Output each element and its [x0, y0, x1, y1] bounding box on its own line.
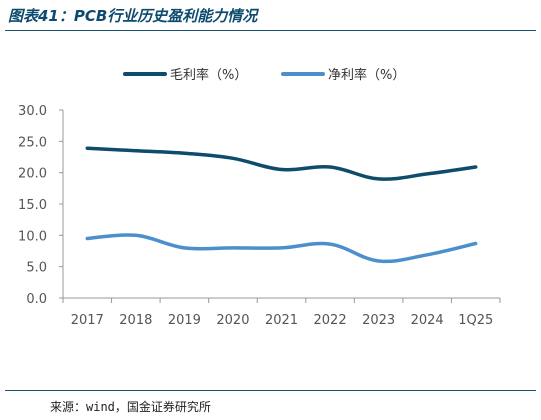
data-point [280, 246, 283, 249]
x-tick-label: 1Q25 [458, 313, 493, 328]
x-tick-label: 2024 [411, 313, 444, 328]
source-divider [5, 390, 536, 391]
y-tick-label: 20.0 [18, 167, 47, 182]
x-tick-label: 2018 [119, 313, 152, 328]
data-point [474, 242, 477, 245]
y-tick-label: 30.0 [18, 104, 47, 119]
title-divider [5, 30, 536, 31]
chart: 毛利率（%） 净利率（%） 0.05.010.015.020.025.030.0 … [18, 67, 501, 328]
x-tick-label: 2019 [168, 313, 201, 328]
data-point [377, 177, 380, 180]
data-point [183, 246, 186, 249]
data-point [280, 168, 283, 171]
data-point [183, 152, 186, 155]
y-tick-label: 10.0 [18, 229, 47, 244]
legend: 毛利率（%） 净利率（%） [123, 67, 405, 83]
data-point [86, 237, 89, 240]
x-tick-label: 2017 [71, 313, 104, 328]
series-line-1 [85, 233, 478, 264]
y-tick-label: 15.0 [18, 198, 47, 213]
data-point [377, 260, 380, 263]
data-point [329, 243, 332, 246]
series-line-0 [85, 146, 478, 181]
legend-label-0: 毛利率（%） [170, 67, 247, 83]
y-tick-label: 25.0 [18, 135, 47, 150]
legend-label-1: 净利率（%） [328, 67, 405, 83]
source-note: 来源：wind，国金证券研究所 [50, 400, 211, 414]
data-point [474, 166, 477, 169]
data-point [86, 147, 89, 150]
data-point [329, 166, 332, 169]
data-point [134, 149, 137, 152]
data-point [426, 253, 429, 256]
x-axis: 2017 2018 2019 2020 2021 2022 2023 2024 1Q25 [62, 297, 501, 328]
series-group [85, 146, 478, 264]
y-tick-label: 0.0 [26, 292, 47, 307]
data-point [426, 172, 429, 175]
y-tick-label: 5.0 [26, 261, 47, 276]
x-tick-label: 2021 [265, 313, 298, 328]
x-tick-label: 2020 [216, 313, 249, 328]
x-tick-label: 2022 [314, 313, 347, 328]
y-axis: 0.0 5.0 10.0 15.0 20.0 25.0 30.0 [18, 104, 64, 307]
data-point [134, 234, 137, 237]
data-point [231, 246, 234, 249]
x-tick-label: 2023 [362, 313, 395, 328]
data-point [231, 157, 234, 160]
chart-title: 图表41：PCB行业历史盈利能力情况 [8, 7, 258, 25]
